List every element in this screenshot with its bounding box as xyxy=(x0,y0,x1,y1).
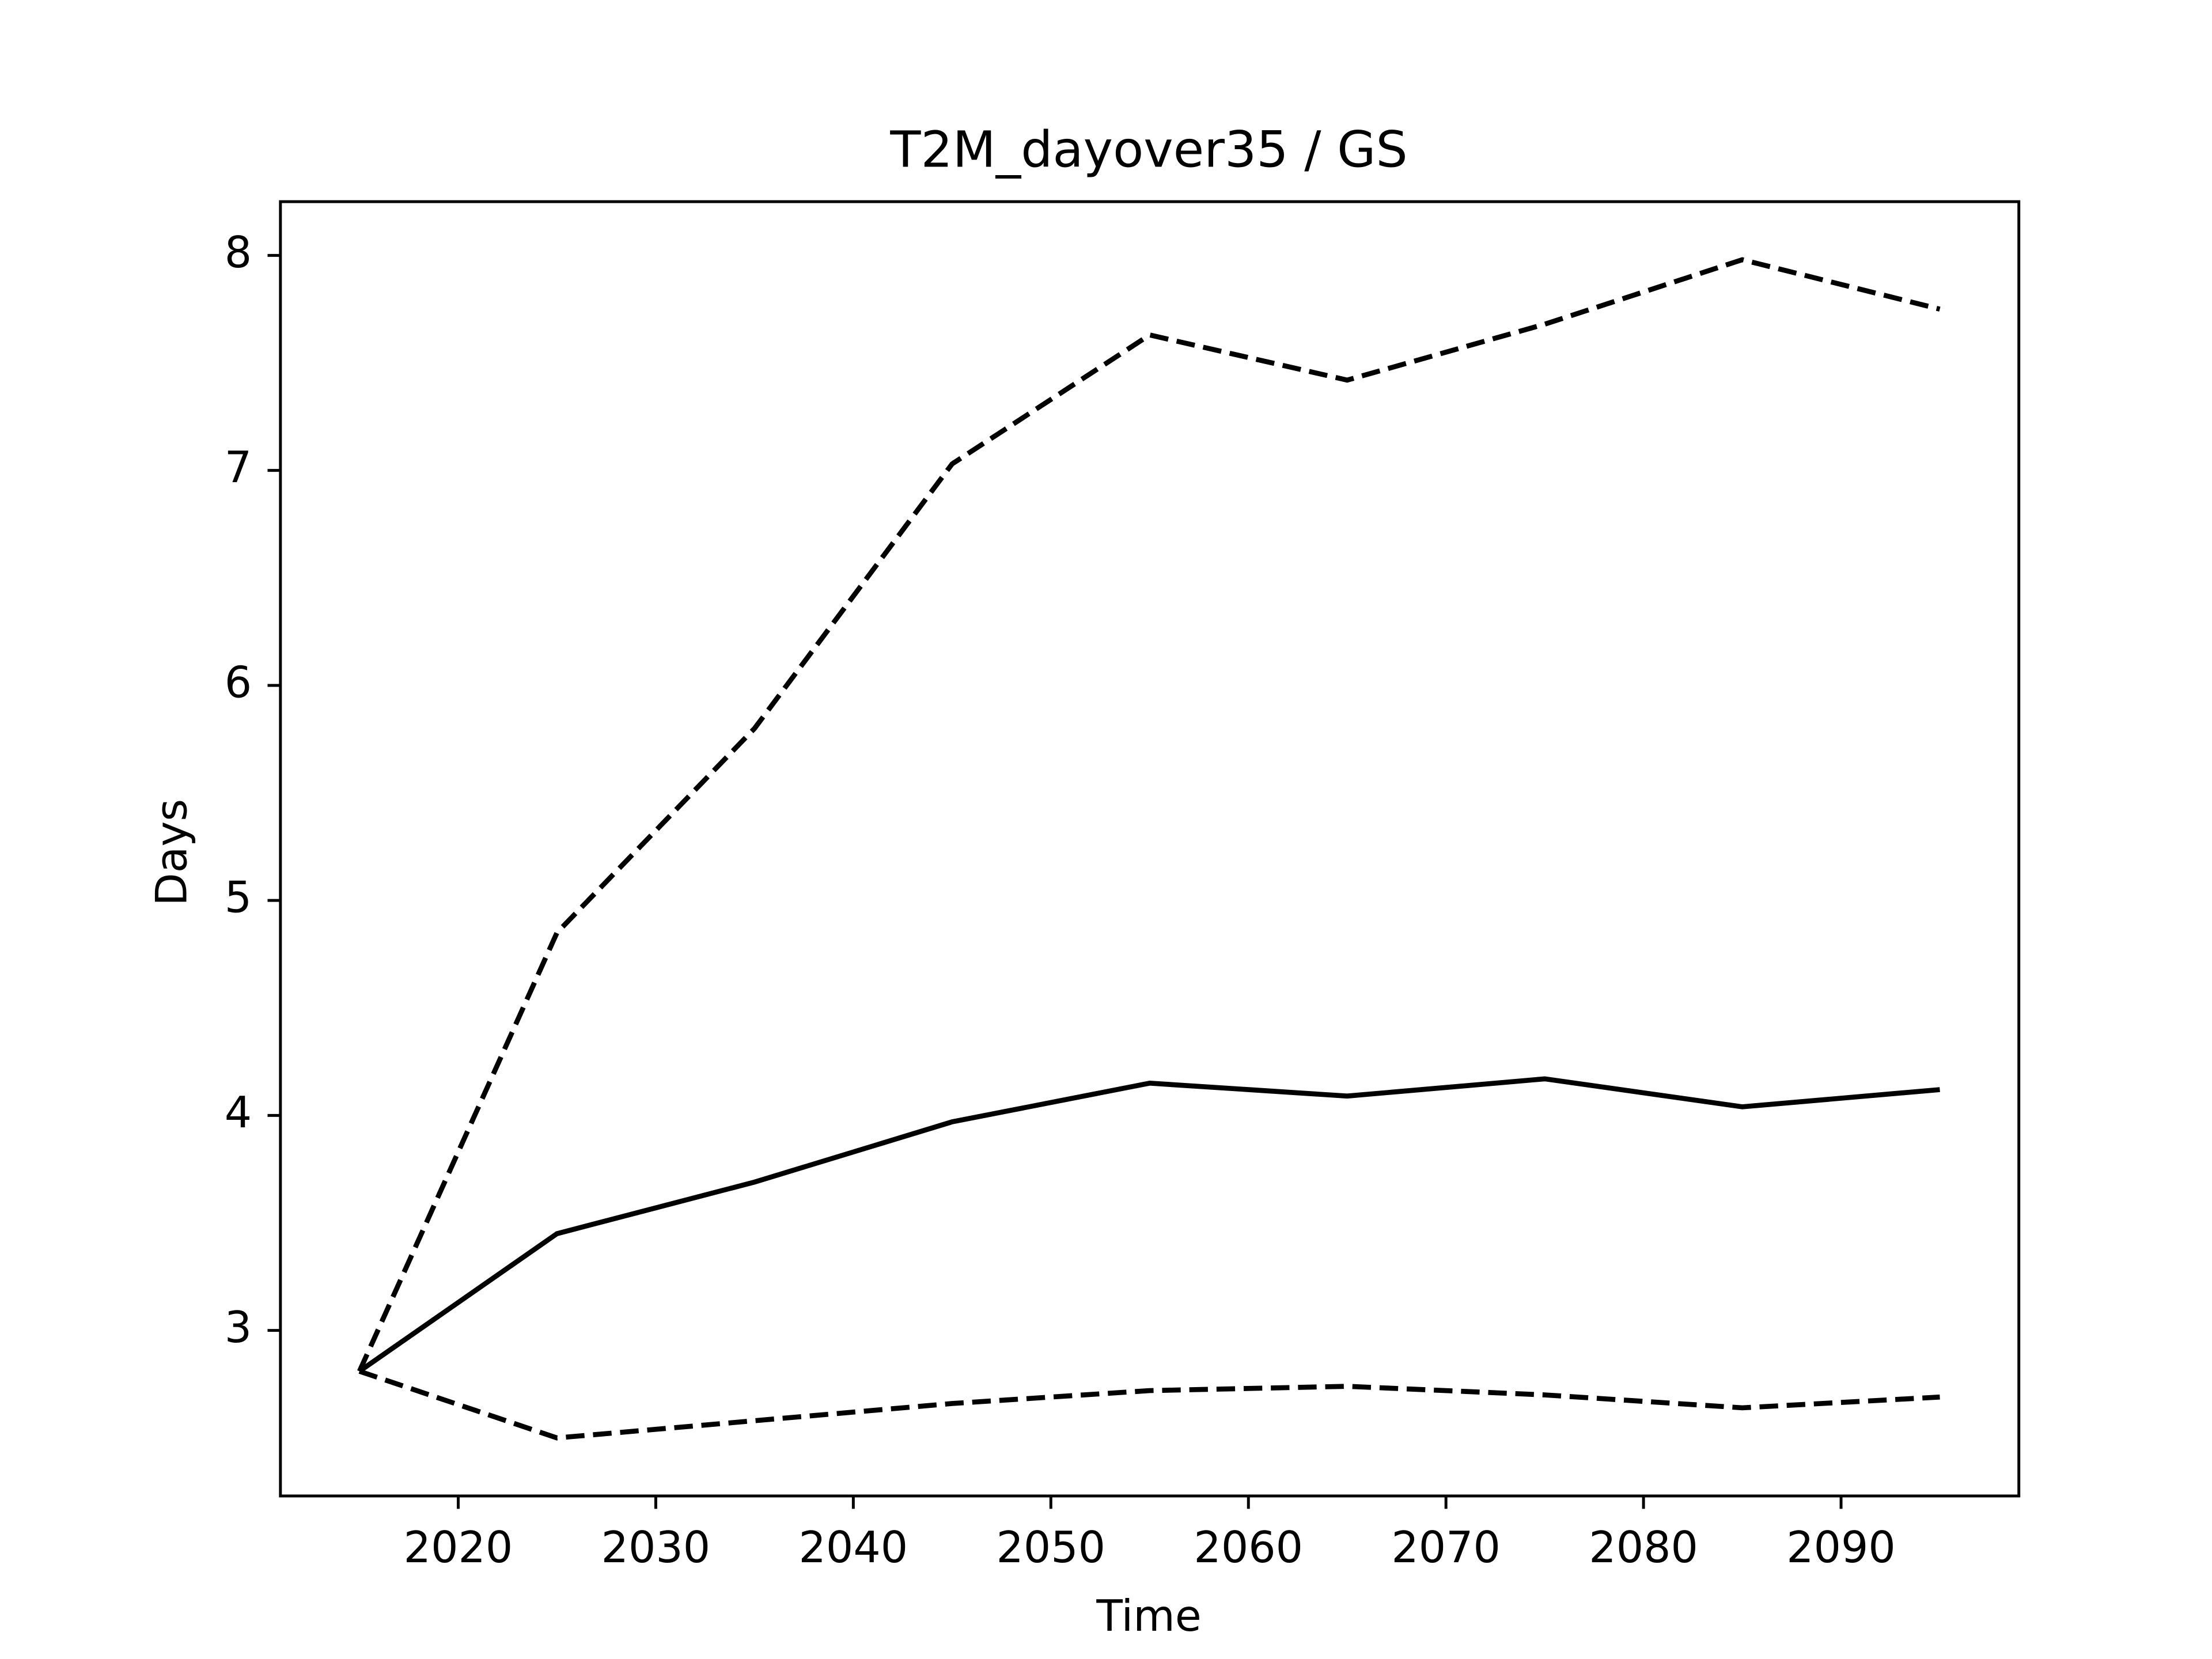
x-tick-label: 2040 xyxy=(799,1522,908,1573)
x-tick-label: 2060 xyxy=(1194,1522,1303,1573)
x-tick-label: 2030 xyxy=(601,1522,711,1573)
series-line xyxy=(358,1369,1940,1441)
series-line xyxy=(358,1076,1940,1374)
x-tick-label: 2020 xyxy=(404,1522,513,1573)
y-tick-label: 3 xyxy=(225,1302,252,1353)
x-tick-label: 2090 xyxy=(1786,1522,1896,1573)
chart-title: T2M_dayover35 / GS xyxy=(889,121,1407,179)
plot-frame xyxy=(279,200,2021,1498)
y-tick-label: 7 xyxy=(225,442,252,493)
y-tick-label: 5 xyxy=(225,873,252,923)
y-tick-label: 8 xyxy=(225,228,252,278)
y-tick-label: 4 xyxy=(225,1088,252,1138)
x-axis-label: Time xyxy=(1096,1591,1201,1641)
y-tick-label: 6 xyxy=(225,657,252,707)
x-tick-label: 2070 xyxy=(1391,1522,1501,1573)
series-line xyxy=(357,257,1941,1373)
y-axis-label: Days xyxy=(147,799,197,906)
x-tick-label: 2050 xyxy=(996,1522,1105,1573)
x-tick-label: 2080 xyxy=(1589,1522,1698,1573)
